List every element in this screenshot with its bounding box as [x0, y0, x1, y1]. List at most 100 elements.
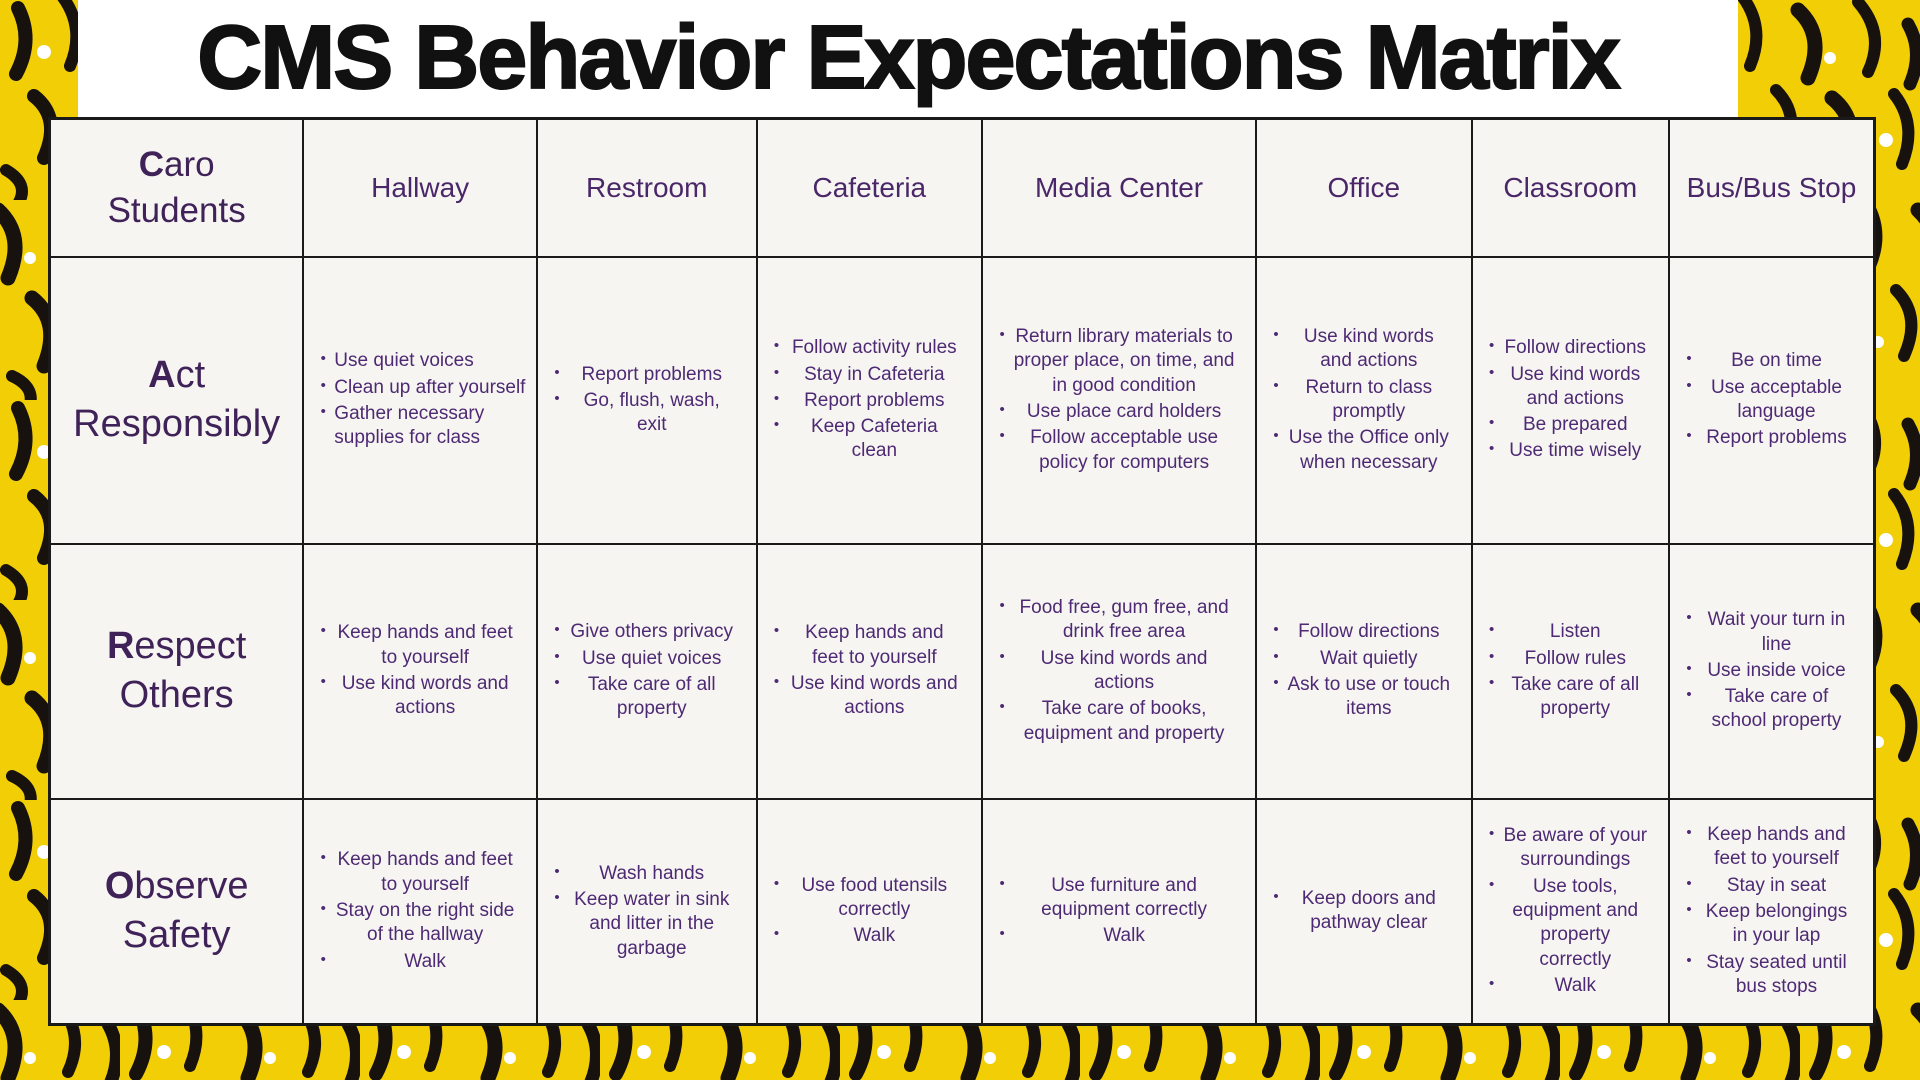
bullet-dot-icon: • — [1488, 875, 1495, 893]
bullet-text: Take care of all property — [587, 674, 716, 720]
bullet-dot-icon: • — [999, 326, 1005, 344]
bullet-dot-icon: • — [554, 621, 560, 639]
bullet-item: • Use acceptable language — [1678, 376, 1865, 425]
behavior-matrix-table: Caro Students Hallway Restroom Cafeteria Medi… — [48, 117, 1876, 1026]
bullet-item: • Listen — [1481, 620, 1660, 644]
matrix-row-respect-others: Respect Others • Keep hands and feet to you… — [48, 542, 1876, 800]
bullet-item: • Keep doors and pathway clear — [1265, 887, 1463, 936]
cell-respect-others-cafeteria: • Keep hands and feet to yourself • Use kin… — [755, 542, 984, 800]
bullet-item: • Use tools, equipment and property corre… — [1481, 875, 1660, 972]
bullet-text: Use kind words and actions — [790, 673, 958, 719]
bullet-text: Use the Office only when necessary — [1288, 427, 1449, 473]
bullet-dot-icon: • — [320, 673, 326, 690]
bullet-text: Keep water in sink and litter in the gar… — [574, 888, 730, 959]
bullet-item: • Keep hands and feet to yourself — [1678, 823, 1865, 872]
bullet-dot-icon: • — [1273, 427, 1279, 445]
bullet-dot-icon: • — [1488, 674, 1495, 691]
bullet-item: • Use inside voice — [1678, 659, 1865, 683]
bullet-item: • Walk — [766, 924, 974, 948]
bullet-item: • Use place card holders — [991, 400, 1247, 424]
cell-observe-safety-office: • Keep doors and pathway clear — [1255, 797, 1473, 1026]
bullet-dot-icon: • — [773, 363, 780, 381]
bullet-item: • Go, flush, wash, exit — [546, 389, 748, 438]
bullet-text: Use kind words and actions — [341, 673, 509, 719]
bullet-text: Walk — [1103, 925, 1145, 947]
bullet-item: • Wait your turn in line — [1678, 608, 1865, 657]
bullet-item: • Keep hands and feet to yourself — [312, 848, 528, 897]
bullet-item: • Stay on the right side of the hallway — [312, 899, 528, 948]
cell-respect-others-hallway: • Keep hands and feet to yourself • Use kin… — [302, 542, 538, 800]
bullet-dot-icon: • — [999, 597, 1005, 615]
bullet-text: Give others privacy — [570, 621, 734, 643]
cell-respect-others-classroom: • Listen • Follow rules • Take care of all pr… — [1470, 542, 1670, 800]
bullet-item: • Use the Office only when necessary — [1265, 426, 1463, 475]
bullet-text: Wash hands — [599, 862, 705, 884]
bullet-dot-icon: • — [554, 363, 560, 381]
bullet-item: • Take care of all property — [1481, 673, 1660, 722]
bullet-item: • Follow directions — [1265, 620, 1463, 644]
row-header-act-responsibly: Act Responsibly — [48, 255, 305, 545]
bullet-item: • Report problems — [766, 389, 974, 413]
bullet-dot-icon: • — [1488, 440, 1495, 458]
bullet-item: • Use kind words and actions — [766, 672, 974, 721]
column-header-office: Office — [1255, 117, 1473, 258]
bullet-dot-icon: • — [773, 416, 780, 434]
bullet-text: Take care of books, equipment and proper… — [1023, 698, 1225, 744]
bullet-item: • Take care of books, equipment and prope… — [991, 697, 1247, 746]
bullet-dot-icon: • — [320, 849, 326, 867]
bullet-dot-icon: • — [320, 900, 326, 918]
cell-respect-others-bus-bus-stop: • Wait your turn in line • Use inside voice… — [1667, 542, 1876, 800]
bullet-dot-icon: • — [1273, 621, 1279, 639]
bullet-text: Keep doors and pathway clear — [1301, 887, 1436, 934]
column-header-media-center: Media Center — [981, 117, 1258, 258]
bullet-item: • Use kind words and actions — [991, 647, 1247, 696]
bullet-item: • Report problems — [546, 363, 748, 387]
bullet-dot-icon: • — [999, 874, 1005, 892]
cell-observe-safety-bus-bus-stop: • Keep hands and feet to yourself • Stay in… — [1667, 797, 1876, 1026]
bullet-dot-icon: • — [320, 950, 326, 968]
bullet-text: Listen — [1549, 621, 1601, 643]
bullet-text: Stay on the right side of the hallway — [335, 900, 515, 946]
bullet-dot-icon: • — [554, 647, 560, 665]
bullet-dot-icon: • — [1488, 647, 1495, 665]
bullet-item: • Report problems — [1678, 426, 1865, 450]
bullet-item: • Give others privacy — [546, 620, 748, 644]
bullet-text: Use kind words and actions — [1510, 363, 1641, 409]
cell-act-responsibly-office: • Use kind words and actions • Return to cl… — [1255, 255, 1473, 545]
matrix-row-observe-safety: Observe Safety • Keep hands and feet to you… — [48, 797, 1876, 1026]
bullet-item: • Use kind words and actions — [1265, 325, 1463, 374]
bullet-text: Report problems — [581, 363, 722, 385]
bullet-item: • Keep water in sink and litter in the ga… — [546, 888, 748, 961]
cell-act-responsibly-cafeteria: • Follow activity rules • Stay in Cafeteria… — [755, 255, 984, 545]
bullet-text: Walk — [1554, 975, 1597, 997]
bullet-dot-icon: • — [554, 888, 560, 906]
bullet-text: Clean up after yourself — [334, 376, 526, 398]
bullet-item: • Use kind words and actions — [1481, 363, 1660, 412]
bullet-dot-icon: • — [1686, 951, 1692, 969]
bullet-item: • Food free, gum free, and drink free are… — [991, 596, 1247, 645]
bullet-dot-icon: • — [1686, 350, 1692, 368]
row-header-observe-safety: Observe Safety — [48, 797, 305, 1026]
bullet-dot-icon: • — [1686, 376, 1692, 394]
column-header-hallway: Hallway — [302, 117, 538, 258]
bullet-dot-icon: • — [1488, 975, 1495, 993]
bullet-text: Be on time — [1731, 350, 1822, 372]
bullet-item: • Take care of all property — [546, 673, 748, 722]
cell-respect-others-office: • Follow directions • Wait quietly • Ask to u… — [1255, 542, 1473, 800]
bullet-item: • Return library materials to proper plac… — [991, 325, 1247, 398]
page-title: CMS Behavior Expectations Matrix — [196, 7, 1621, 109]
bullet-text: Follow rules — [1524, 647, 1626, 669]
bullet-dot-icon: • — [1488, 363, 1495, 381]
bullet-text: Food free, gum free, and drink free area — [1019, 597, 1229, 643]
column-header-classroom: Classroom — [1470, 117, 1670, 258]
bullet-dot-icon: • — [1488, 337, 1495, 355]
bullet-dot-icon: • — [554, 389, 560, 407]
bullet-text: Use place card holders — [1026, 401, 1222, 422]
cell-observe-safety-hallway: • Keep hands and feet to yourself • Stay on… — [302, 797, 538, 1026]
bullet-text: Use food utensils correctly — [801, 874, 948, 921]
bullet-dot-icon: • — [999, 925, 1005, 943]
bullet-dot-icon: • — [773, 673, 780, 690]
bullet-item: • Follow acceptable use policy for comput… — [991, 426, 1247, 475]
bullet-item: • Stay in Cafeteria — [766, 363, 974, 387]
bullet-item: • Use time wisely — [1481, 439, 1660, 463]
